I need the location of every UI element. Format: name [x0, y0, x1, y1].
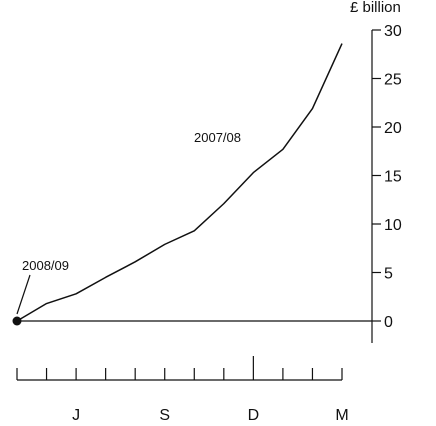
y-tick-label-30: 30	[384, 23, 402, 40]
x-month-label-S: S	[159, 407, 170, 424]
series-line	[16, 43, 343, 322]
x-month-label-D: D	[248, 407, 260, 424]
annotation-2007-08: 2007/08	[194, 130, 241, 145]
annotation-2008-09: 2008/09	[22, 258, 69, 273]
y-tick-label-25: 25	[384, 72, 402, 89]
y-tick-label-0: 0	[384, 314, 393, 331]
annotation-2008-09-leader	[16, 274, 31, 315]
y-tick-label-20: 20	[384, 120, 402, 137]
start-point	[12, 316, 22, 326]
y-axis: 0 5 10 15 20 25 30	[371, 23, 402, 343]
unit-label: £ billion	[350, 0, 401, 16]
y-tick-label-10: 10	[384, 217, 402, 234]
y-tick-label-15: 15	[384, 169, 402, 186]
y-tick-label-5: 5	[384, 266, 393, 283]
x-month-label-J: J	[72, 407, 80, 424]
x-month-label-M: M	[335, 407, 348, 424]
annotations: 2007/08 2008/09	[16, 130, 241, 315]
series-group	[12, 43, 343, 326]
